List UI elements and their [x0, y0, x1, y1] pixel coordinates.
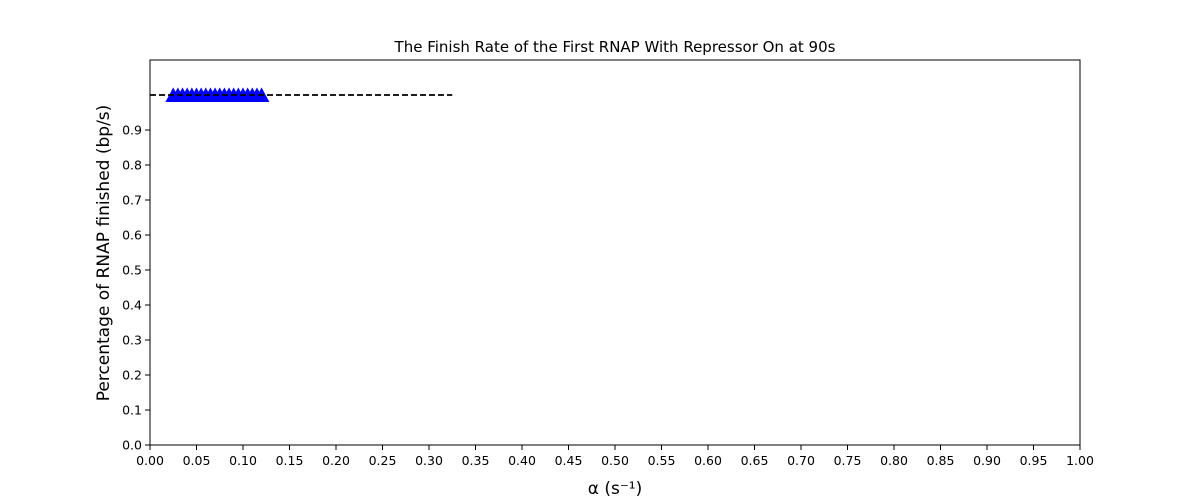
y-tick-label: 0.3 [122, 333, 142, 348]
x-tick-label: 0.70 [787, 453, 815, 468]
y-tick-label: 0.1 [122, 403, 142, 418]
x-tick-label: 0.20 [322, 453, 350, 468]
x-axis-label: α (s⁻¹) [588, 479, 643, 499]
x-tick-label: 0.95 [1020, 453, 1048, 468]
x-tick-label: 0.80 [880, 453, 908, 468]
x-tick-label: 0.10 [229, 453, 257, 468]
x-tick-label: 0.85 [927, 453, 955, 468]
x-tick-label: 0.30 [415, 453, 443, 468]
y-tick-label: 0.8 [122, 158, 142, 173]
y-tick-label: 0.2 [122, 368, 142, 383]
y-axis: 0.0 0.1 0.2 0.3 0.4 0.5 0.6 0.7 0.8 0.9 [122, 123, 150, 453]
x-tick-label: 0.05 [183, 453, 211, 468]
x-tick-label: 0.75 [834, 453, 862, 468]
x-tick-label: 0.90 [973, 453, 1001, 468]
chart-title: The Finish Rate of the First RNAP With R… [394, 38, 836, 56]
x-tick-label: 0.50 [601, 453, 629, 468]
y-tick-label: 0.0 [122, 438, 142, 453]
x-axis: 0.00 0.05 0.10 0.15 0.20 0.25 0.30 0.35 0.40 0.45… [136, 445, 1094, 468]
x-tick-label: 0.35 [462, 453, 490, 468]
y-tick-label: 0.9 [122, 123, 142, 138]
x-tick-label: 0.25 [369, 453, 397, 468]
x-tick-label: 1.00 [1066, 453, 1094, 468]
y-tick-label: 0.6 [122, 228, 142, 243]
y-tick-label: 0.4 [122, 298, 142, 313]
x-tick-label: 0.45 [555, 453, 583, 468]
x-tick-label: 0.55 [648, 453, 676, 468]
x-tick-label: 0.65 [741, 453, 769, 468]
x-tick-label: 0.60 [694, 453, 722, 468]
x-tick-label: 0.00 [136, 453, 164, 468]
plot-area [150, 87, 453, 102]
x-tick-label: 0.15 [276, 453, 304, 468]
y-tick-label: 0.5 [122, 263, 142, 278]
y-tick-label: 0.7 [122, 193, 142, 208]
axes-frame [149, 59, 1081, 446]
y-axis-label: Percentage of RNAP finished (bp/s) [94, 105, 114, 402]
x-tick-label: 0.40 [508, 453, 536, 468]
